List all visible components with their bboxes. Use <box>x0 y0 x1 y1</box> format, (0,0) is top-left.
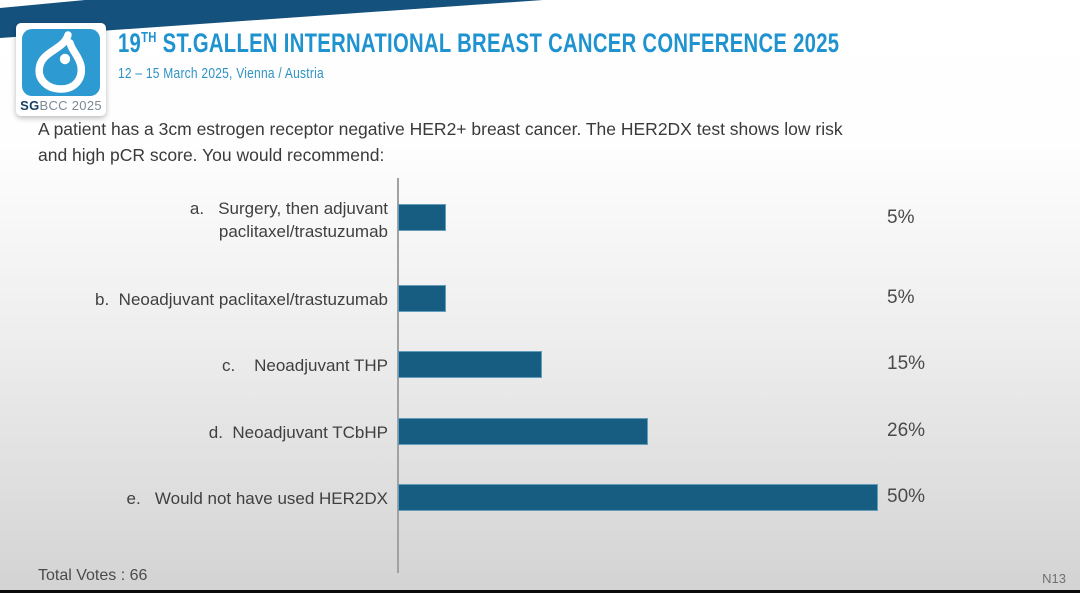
percent-label-c: 15% <box>887 353 926 374</box>
header-title-block: 19TH ST.GALLEN INTERNATIONAL BREAST CANC… <box>118 28 1080 82</box>
logo-sg: SG <box>20 98 40 113</box>
option-label-d: d. Neoadjuvant TCbHP <box>208 423 388 442</box>
option-label-c: c. Neoadjuvant THP <box>222 356 388 375</box>
total-votes: Total Votes : 66 <box>38 567 148 584</box>
slide-number: N13 <box>1042 571 1066 586</box>
title-rest: ST.GALLEN INTERNATIONAL BREAST CANCER CO… <box>156 28 840 58</box>
option-label-e: e. Would not have used HER2DX <box>126 489 388 508</box>
bar-option-a <box>398 204 446 231</box>
percent-label-e: 50% <box>887 486 926 507</box>
percent-label-b: 5% <box>887 287 915 308</box>
sgbcc-logo: SGBCC 2025 <box>16 23 106 116</box>
option-label-b: b. Neoadjuvant paclitaxel/trastuzumab <box>95 290 388 309</box>
conference-dates: 12 – 15 March 2025, Vienna / Austria <box>118 65 324 82</box>
percent-label-d: 26% <box>887 420 926 441</box>
bar-option-d <box>398 418 648 445</box>
bar-option-c <box>398 351 542 378</box>
title-number: 19 <box>118 28 142 58</box>
sgbcc-logo-text: SGBCC 2025 <box>16 98 106 113</box>
logo-rest: BCC 2025 <box>39 98 102 113</box>
bar-option-e <box>398 484 878 511</box>
title-ordinal: TH <box>141 29 157 46</box>
letterbox-strip <box>0 590 1080 593</box>
breast-drop-icon <box>35 31 86 93</box>
percent-label-a: 5% <box>887 207 915 228</box>
poll-question: A patient has a 3cm estrogen receptor ne… <box>38 119 843 165</box>
option-label-a: a. Surgery, then adjuvant paclitaxel/tra… <box>189 199 388 241</box>
conference-title: 19TH ST.GALLEN INTERNATIONAL BREAST CANC… <box>118 28 839 59</box>
bar-option-b <box>398 285 446 312</box>
sgbcc-logo-square <box>22 29 100 96</box>
